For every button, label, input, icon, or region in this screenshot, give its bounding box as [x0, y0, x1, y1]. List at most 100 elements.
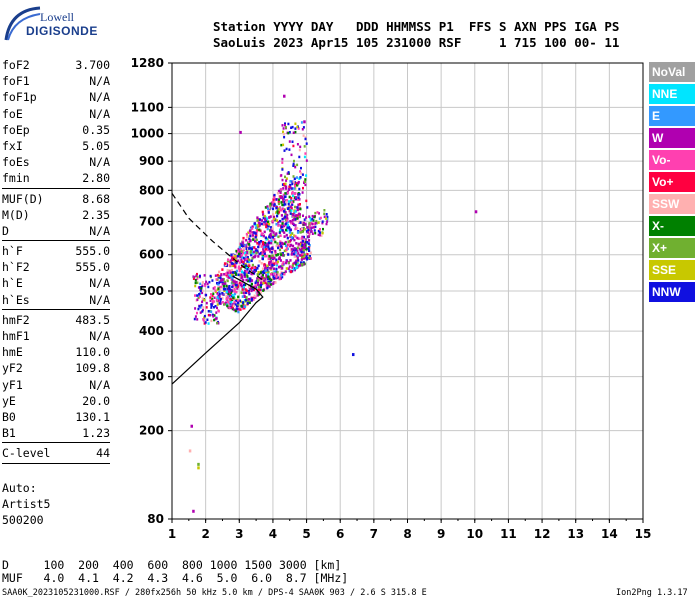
echo-point [285, 233, 288, 237]
echo-point [248, 260, 251, 264]
echo-point [215, 278, 218, 281]
echo-point [244, 291, 248, 294]
echo-point [280, 196, 282, 200]
isolated-point [474, 210, 478, 214]
echo-point [238, 261, 241, 264]
echo-point [235, 255, 238, 258]
echo-point [233, 292, 237, 296]
echo-point [291, 201, 294, 204]
echo-point [291, 244, 295, 248]
param-label: foF1 [2, 74, 30, 89]
echo-point [281, 222, 284, 225]
echo-point [256, 293, 259, 297]
x-tick-label: 11 [500, 527, 517, 541]
echo-point [309, 216, 312, 220]
echo-point [201, 300, 204, 304]
echo-point [300, 166, 302, 170]
echo-point [301, 235, 304, 239]
echo-point [226, 271, 229, 275]
echo-point [268, 235, 271, 239]
param-value: N/A [89, 292, 110, 307]
echo-point [251, 251, 254, 255]
echo-point [208, 280, 211, 284]
echo-point [287, 240, 290, 243]
echo-point [274, 281, 277, 284]
x-tick-label: 1 [168, 527, 176, 541]
y-tick-label: 80 [147, 512, 164, 526]
echo-point [280, 253, 283, 257]
echo-point [238, 281, 241, 285]
param-label: foE [2, 106, 23, 121]
echo-point [273, 257, 276, 260]
echo-point [238, 305, 241, 308]
echo-point [290, 209, 293, 212]
echo-point [240, 282, 243, 285]
echo-point [291, 264, 294, 267]
echo-point [296, 226, 299, 230]
echo-point [248, 258, 251, 262]
echo-point [306, 241, 309, 244]
echo-point [260, 219, 263, 222]
echo-point [302, 126, 305, 129]
echo-point [295, 176, 298, 179]
echo-point [307, 256, 310, 260]
echo-point [210, 306, 213, 309]
echo-point [196, 311, 198, 315]
echo-point [287, 267, 290, 270]
echo-point [292, 200, 295, 203]
echo-point [295, 242, 298, 245]
echo-point [284, 124, 286, 127]
echo-point [307, 239, 311, 242]
echo-point [303, 228, 306, 231]
param-label: hmF1 [2, 329, 30, 343]
footer-version: Ion2Png 1.3.17 [616, 588, 688, 598]
echo-point [276, 262, 279, 265]
echo-point [291, 248, 294, 251]
echo-point [281, 267, 284, 270]
echo-point [287, 172, 290, 175]
echo-point [310, 230, 313, 233]
echo-point [293, 250, 296, 254]
echo-point [279, 208, 282, 212]
echo-point [216, 321, 219, 325]
echo-point [264, 281, 267, 284]
echo-point [220, 273, 223, 277]
echo-point [284, 192, 287, 195]
echo-point [218, 295, 221, 298]
echo-point [265, 225, 268, 229]
echo-point [289, 186, 292, 189]
echo-point [295, 184, 298, 187]
echo-point [326, 218, 329, 221]
echo-point [272, 267, 275, 271]
echo-point [247, 291, 250, 294]
echo-point [247, 277, 250, 280]
echo-point [293, 247, 296, 250]
echo-point [302, 261, 305, 264]
echo-point [275, 206, 278, 210]
echo-point [212, 292, 215, 295]
echo-point [199, 311, 202, 314]
echo-point [228, 269, 231, 273]
echo-point [232, 263, 235, 266]
echo-point [308, 256, 311, 260]
echo-point [292, 162, 295, 166]
echo-point [235, 269, 238, 273]
echo-point [288, 200, 292, 204]
echo-point [277, 224, 280, 227]
y-tick-label: 300 [139, 370, 164, 384]
param-value: N/A [89, 74, 110, 89]
echo-point [244, 269, 247, 273]
echo-point [244, 255, 247, 259]
echo-point [278, 277, 281, 281]
param-value: 1.23 [82, 426, 110, 441]
legend-item-ssw: SSW [649, 194, 695, 214]
echo-point [243, 271, 246, 275]
echo-point [291, 125, 294, 129]
echo-point [274, 240, 277, 244]
echo-point [323, 212, 326, 216]
echo-point [260, 251, 263, 255]
param-value: N/A [89, 90, 110, 105]
echo-point [281, 203, 284, 207]
echo-point [241, 288, 244, 291]
param-label: h`F [2, 244, 23, 259]
